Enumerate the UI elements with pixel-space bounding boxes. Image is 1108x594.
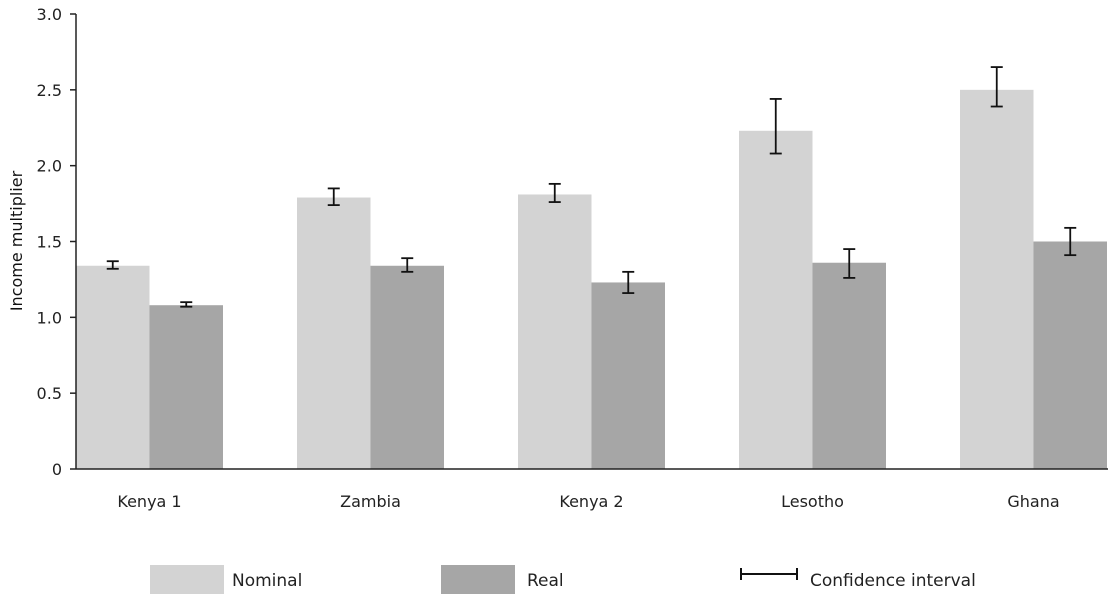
x-tick-label-kenya-2: Kenya 2 [559,492,623,511]
error-bar-nominal-lesotho [769,98,782,155]
legend-label-real: Real [527,571,564,591]
bar-real-lesotho [812,262,886,469]
x-tick-label-lesotho: Lesotho [781,492,844,511]
bars-layer [76,89,1107,470]
bar-real-ghana [1033,241,1107,469]
y-tick-label: 0 [52,460,62,479]
error-bar-real-kenya-1 [180,301,193,308]
bar-nominal-kenya-1 [76,265,150,469]
y-ticks: 0 0.5 1.0 1.5 2.0 2.5 3.0 [37,5,76,479]
x-ticks: Kenya 1 Zambia Kenya 2 Lesotho Ghana [117,492,1059,511]
bar-nominal-zambia [297,197,371,469]
legend-label-nominal: Nominal [232,571,302,591]
x-tick-label-ghana: Ghana [1007,492,1059,511]
bar-real-kenya-2 [591,282,665,469]
error-bar-real-lesotho [843,248,856,279]
legend-label-confidence-interval: Confidence interval [810,571,976,591]
legend-swatch-real [441,565,515,594]
bar-real-zambia [370,265,444,469]
y-tick-label: 2.5 [37,81,62,100]
y-tick-label: 1.5 [37,233,62,252]
bar-nominal-kenya-2 [518,194,592,469]
legend-swatch-nominal [150,565,224,594]
error-bar-nominal-kenya-1 [106,260,119,270]
error-bar-nominal-kenya-2 [548,182,561,203]
error-bar-nominal-zambia [327,187,340,207]
legend-ci-icon [740,568,798,580]
y-axis-title: Income multiplier [7,170,26,311]
x-tick-label-zambia: Zambia [340,492,401,511]
error-bar-real-zambia [401,257,414,273]
bar-real-kenya-1 [149,305,223,469]
x-tick-label-kenya-1: Kenya 1 [117,492,181,511]
y-tick-label: 3.0 [37,5,62,24]
bar-nominal-lesotho [739,130,813,470]
y-tick-label: 2.0 [37,157,62,176]
y-tick-label: 0.5 [37,384,62,403]
bar-nominal-ghana [960,89,1034,469]
y-tick-label: 1.0 [37,308,62,327]
error-bar-nominal-ghana [990,66,1003,108]
error-bars-layer [106,66,1077,308]
legend: Nominal Real Confidence interval [150,565,976,594]
error-bar-real-kenya-2 [622,270,635,294]
error-bar-real-ghana [1064,226,1077,257]
